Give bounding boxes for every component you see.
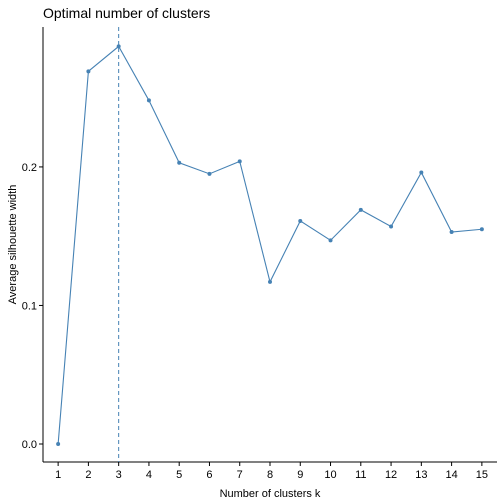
x-tick-label: 2 [85,469,91,481]
x-tick-label: 15 [476,469,488,481]
x-tick-label: 13 [415,469,427,481]
y-tick-label: 0.1 [22,300,37,312]
x-tick-label: 14 [445,469,457,481]
data-point [116,44,121,49]
chart-title: Optimal number of clusters [43,5,210,21]
x-tick-label: 4 [146,469,152,481]
y-axis-title: Average silhouette width [7,185,19,305]
data-point [207,171,212,176]
data-point [268,279,272,284]
x-tick-label: 1 [55,469,61,481]
data-point [389,224,394,229]
y-tick-label: 0.2 [22,162,37,174]
x-tick-label: 6 [206,469,212,481]
data-points [56,44,484,446]
y-tick-label: 0.0 [22,439,37,451]
data-point [358,207,363,212]
x-tick-label: 7 [237,469,243,481]
data-point [56,441,61,446]
x-tick-label: 8 [267,469,273,481]
data-point [419,170,424,175]
data-point [449,230,454,235]
data-point [146,98,151,103]
x-tick-label: 10 [324,469,336,481]
x-tick-label: 11 [355,469,366,481]
data-point [86,69,91,74]
x-axis-title: Number of clusters k [220,488,321,500]
data-point [479,227,484,232]
x-tick-label: 3 [116,469,122,481]
data-point [237,159,242,164]
x-axis-ticks: 1 2 3 4 5 6 7 8 9 10 11 12 13 14 15 [55,462,488,481]
x-tick-label: 9 [297,469,303,481]
y-axis-ticks: 0.0 0.1 0.2 [22,162,43,451]
data-point [328,238,333,243]
data-point [298,218,303,223]
x-tick-label: 12 [385,469,397,481]
series-line [57,45,482,445]
x-tick-label: 5 [176,469,182,481]
data-point [177,160,182,165]
